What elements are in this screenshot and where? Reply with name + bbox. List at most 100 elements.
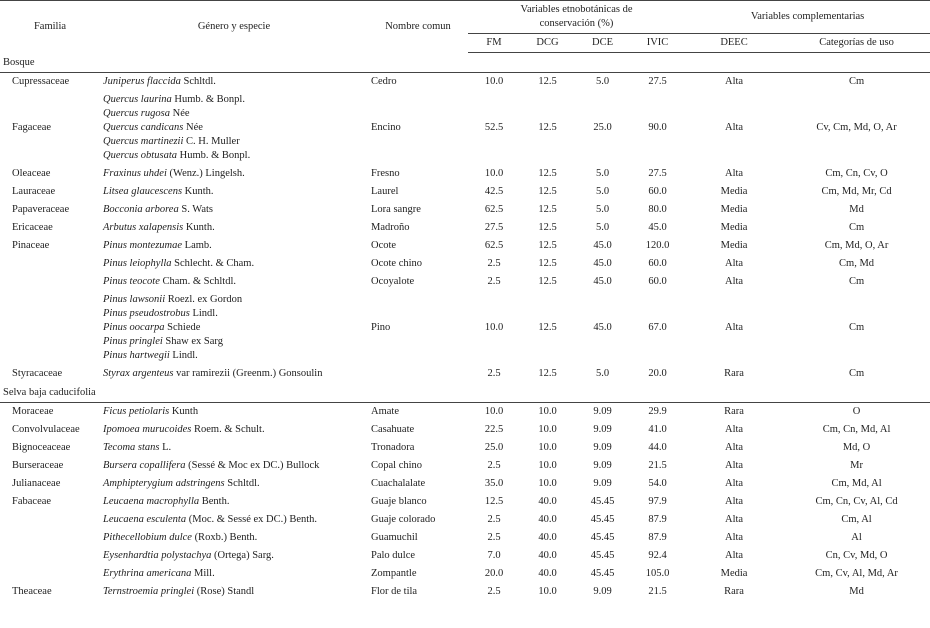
species-line: Quercus laurina Humb. & Bonpl. bbox=[103, 93, 365, 107]
species-line: Quercus candicans Née bbox=[103, 121, 365, 135]
species-author: (Roxb.) Benth. bbox=[194, 532, 258, 543]
species-line: Eysenhardtia polystachya (Ortega) Sarg. bbox=[103, 549, 365, 563]
value-cell: Md bbox=[849, 586, 864, 597]
value-cell: 12.5 bbox=[538, 276, 557, 287]
species-line: Quercus obtusata Humb. & Bonpl. bbox=[103, 149, 365, 163]
species-author: Benth. bbox=[201, 496, 230, 507]
table-row: Ericaceae Arbutus xalapensis Kunth. Madroñ… bbox=[0, 219, 930, 237]
species-author: Schiede bbox=[167, 322, 201, 333]
species-line: Tecoma stans L. bbox=[103, 441, 365, 455]
familia-cell: Convolvulaceae bbox=[0, 421, 100, 439]
nombre-cell: Guamuchil bbox=[368, 529, 468, 547]
table-row: Fabaceae Leucaena macrophylla Benth. Guaje… bbox=[0, 493, 930, 511]
value-cell: 5.0 bbox=[595, 186, 610, 197]
species-author: Cham. & Schltdl. bbox=[162, 276, 236, 287]
value-cell: Cm bbox=[848, 76, 865, 87]
value-cell: Md bbox=[849, 204, 864, 215]
value-cell: 40.0 bbox=[538, 550, 557, 561]
species-author: Kunth. bbox=[185, 222, 215, 233]
species-name: Ternstroemia pringlei bbox=[103, 586, 195, 597]
nombre-cell: Ocote bbox=[368, 237, 468, 255]
value-cell: Alta bbox=[724, 532, 744, 543]
value-cell: 5.0 bbox=[595, 222, 610, 233]
value-cell: 7.0 bbox=[487, 550, 501, 561]
value-cell: 45.0 bbox=[648, 222, 667, 233]
familia-cell bbox=[0, 273, 100, 291]
value-cell: 10.0 bbox=[538, 586, 557, 597]
value-cell: 42.5 bbox=[484, 186, 504, 197]
table-row: Bignoceaceae Tecoma stans L. Tronadora 25.0… bbox=[0, 439, 930, 457]
value-cell: 12.5 bbox=[484, 496, 504, 507]
value-cell: Media bbox=[720, 186, 748, 197]
species-author: Lamb. bbox=[184, 240, 212, 251]
nombre: Flor de tila bbox=[371, 586, 418, 597]
species-line: Ternstroemia pringlei (Rose) Standl bbox=[103, 585, 365, 599]
value-cell: 2.5 bbox=[487, 532, 501, 543]
species-author: Schltdl. bbox=[183, 76, 216, 87]
species-name: Ficus petiolaris bbox=[103, 406, 170, 417]
species-author: Roezl. ex Gordon bbox=[167, 294, 243, 305]
species-author: (Ortega) Sarg. bbox=[214, 550, 274, 561]
value-cell: Cm, Md, Mr, Cd bbox=[821, 186, 892, 197]
value-cell: 9.09 bbox=[593, 478, 612, 489]
value-cell: 12.5 bbox=[538, 240, 557, 251]
familia-cell bbox=[0, 547, 100, 565]
table-row: Eysenhardtia polystachya (Ortega) Sarg. P… bbox=[0, 547, 930, 565]
value-cell: 62.5 bbox=[484, 204, 504, 215]
value-cell: 52.5 bbox=[484, 122, 504, 133]
familia: Convolvulaceae bbox=[12, 424, 80, 435]
familia: Pinaceae bbox=[12, 240, 50, 251]
familia: Ericaceae bbox=[12, 222, 53, 233]
value-cell: 60.0 bbox=[648, 186, 667, 197]
value-cell: 40.0 bbox=[538, 532, 557, 543]
species-cell: Litsea glaucescens Kunth. bbox=[100, 183, 368, 201]
value-cell: 90.0 bbox=[648, 122, 667, 133]
value-cell: 12.5 bbox=[538, 186, 557, 197]
species-line: Arbutus xalapensis Kunth. bbox=[103, 221, 365, 235]
nombre: Tronadora bbox=[371, 442, 415, 453]
species-author: (Wenz.) Lingelsh. bbox=[169, 168, 245, 179]
species-author: Née bbox=[172, 108, 190, 119]
value-cell: 44.0 bbox=[648, 442, 667, 453]
value-cell: 2.5 bbox=[487, 460, 501, 471]
value-cell: 10.0 bbox=[484, 168, 504, 179]
value-cell: 5.0 bbox=[595, 204, 610, 215]
species-line: Juniperus flaccida Schltdl. bbox=[103, 75, 365, 89]
table-row: Oleaceae Fraxinus uhdei (Wenz.) Lingelsh.… bbox=[0, 165, 930, 183]
nombre-cell: Lora sangre bbox=[368, 201, 468, 219]
nombre: Amate bbox=[371, 406, 399, 417]
table-row: Leucaena esculenta (Moc. & Sessé ex DC.)… bbox=[0, 511, 930, 529]
value-cell: 45.45 bbox=[590, 514, 615, 525]
species-cell: Quercus laurina Humb. & Bonpl. Quercus ru… bbox=[100, 91, 368, 165]
nombre: Encino bbox=[371, 122, 401, 133]
sub-header: DCG bbox=[520, 33, 575, 53]
species-cell: Ipomoea murucoides Roem. & Schult. bbox=[100, 421, 368, 439]
header-cell: Familia bbox=[0, 0, 100, 53]
nombre-cell: Palo dulce bbox=[368, 547, 468, 565]
species-line: Pinus lawsonii Roezl. ex Gordon bbox=[103, 293, 365, 307]
species-name: Quercus rugosa bbox=[103, 108, 170, 119]
species-cell: Pinus montezumae Lamb. bbox=[100, 237, 368, 255]
species-author: (Moc. & Sessé ex DC.) Benth. bbox=[188, 514, 318, 525]
nombre-cell: Guaje blanco bbox=[368, 493, 468, 511]
nombre: Guaje colorado bbox=[371, 514, 436, 525]
nombre-cell: Encino bbox=[368, 91, 468, 165]
value-cell: 92.4 bbox=[648, 550, 667, 561]
familia-cell: Fagaceae bbox=[0, 91, 100, 165]
table-row: Julianaceae Amphipterygium adstringens Sc… bbox=[0, 475, 930, 493]
value-cell: 27.5 bbox=[648, 76, 667, 87]
species-name: Pinus lawsonii bbox=[103, 294, 166, 305]
value-cell: 105.0 bbox=[645, 568, 670, 579]
value-cell: Cm, Al bbox=[841, 514, 872, 525]
nombre: Cuachalalate bbox=[371, 478, 426, 489]
value-cell: Alta bbox=[724, 514, 744, 525]
species-name: Pinus hartwegii bbox=[103, 350, 170, 361]
nombre: Lora sangre bbox=[371, 204, 421, 215]
familia-cell: Cupressaceae bbox=[0, 73, 100, 92]
value-cell: 2.5 bbox=[487, 586, 501, 597]
table-row: Moraceae Ficus petiolaris Kunth Amate 10.0 1… bbox=[0, 403, 930, 422]
value-cell: 12.5 bbox=[538, 76, 557, 87]
value-cell: 12.5 bbox=[538, 122, 557, 133]
familia-cell: Moraceae bbox=[0, 403, 100, 422]
familia-cell: Burseraceae bbox=[0, 457, 100, 475]
